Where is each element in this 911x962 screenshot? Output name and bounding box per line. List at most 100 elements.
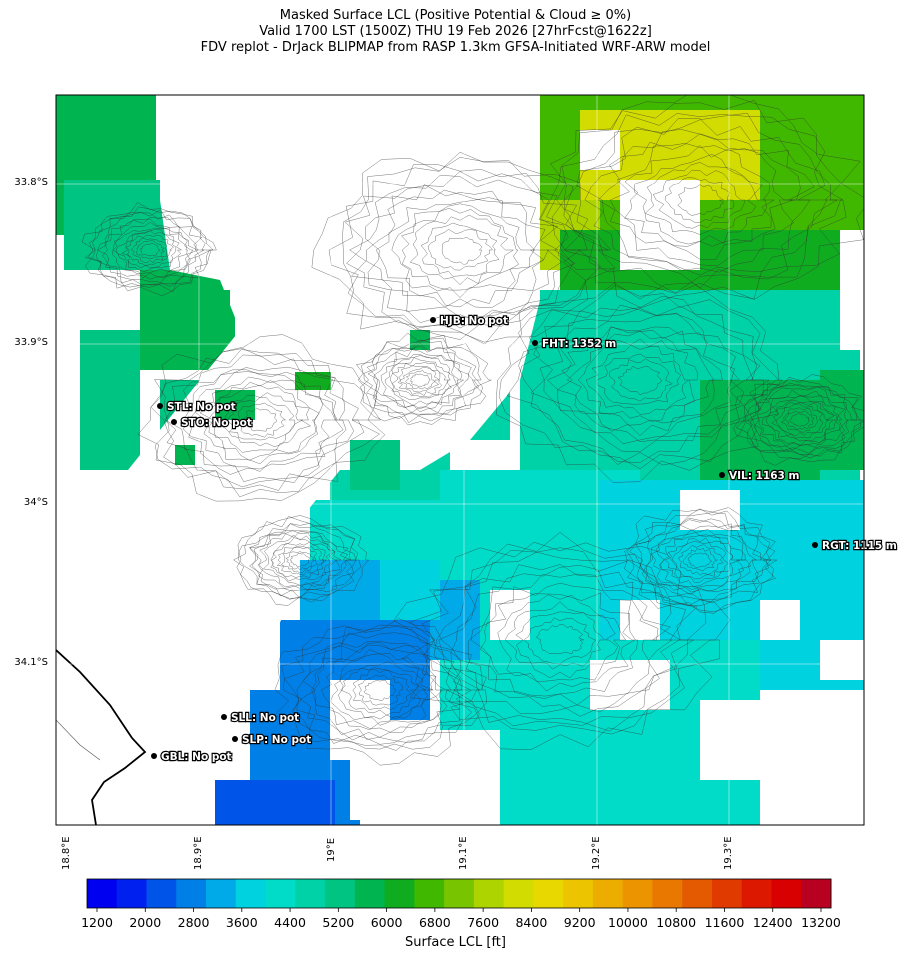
contour-line (467, 573, 659, 706)
contour-line (641, 517, 762, 600)
masked-cell-4 (490, 590, 530, 640)
contour-line (540, 95, 864, 309)
contour-line (405, 370, 435, 390)
contour-line (450, 565, 673, 717)
contour-line (577, 338, 698, 422)
contour-line (742, 382, 862, 459)
colorbar-swatch-12 (444, 879, 475, 908)
masked-cell-7 (590, 660, 670, 710)
colorbar-swatch-21 (711, 879, 743, 908)
contour-line (126, 234, 174, 267)
station-label-hjb: HJB: No pot (440, 315, 508, 327)
colorbar-tick-label: 6000 (370, 915, 403, 930)
colorbar-tick-label: 9200 (563, 915, 596, 930)
colorbar-swatch-8 (325, 879, 356, 908)
lat-label-33-8: 33.8°S (14, 177, 48, 188)
station-dot-sto (171, 419, 177, 425)
station-dot-rgt (812, 542, 818, 548)
contour-line (496, 282, 783, 483)
lat-label-34-1: 34.1°S (14, 657, 48, 668)
contour-line (530, 304, 754, 453)
station-label-slp: SLP: No pot (242, 734, 311, 746)
station-dot-hjb (430, 317, 436, 323)
contour-line (441, 237, 483, 266)
contour-line (626, 508, 776, 614)
colorbar-swatch-15 (533, 879, 564, 908)
colorbar-swatch-23 (771, 879, 802, 908)
contour-line (115, 229, 183, 272)
contour-line (88, 209, 211, 288)
contour-line (183, 369, 344, 475)
colorbar-tick-label: 11600 (704, 915, 745, 930)
contour-line (150, 349, 365, 491)
contour-line (771, 402, 830, 439)
colorbar-tick-label: 3600 (225, 915, 258, 930)
contour-line (285, 551, 316, 571)
contour-line (660, 534, 741, 587)
station-dot-gbl (151, 753, 157, 759)
lcl-patch-4 (295, 372, 331, 390)
contour-line (539, 313, 745, 445)
contour-line (652, 169, 746, 229)
colorbar-swatch-24 (801, 879, 832, 908)
contour-line (311, 644, 444, 733)
contour-line (344, 171, 588, 327)
contour-line (518, 306, 764, 463)
chart-title-line-2: Valid 1700 LST (1500Z) THU 19 Feb 2026 [… (259, 24, 652, 39)
contour-line (761, 395, 839, 447)
contour-line (136, 240, 165, 259)
contour-line (97, 217, 201, 286)
masked-cell-11 (760, 600, 800, 640)
map-frame (55, 94, 865, 826)
contour-line (776, 403, 824, 437)
contour-line (227, 396, 296, 441)
coastline-layer (56, 649, 147, 825)
contour-line (576, 118, 828, 276)
contour-line (746, 384, 858, 455)
contour-line (635, 518, 769, 607)
colorbar-tick-label: 2000 (129, 915, 162, 930)
contour-line (624, 507, 778, 613)
contour-line (363, 679, 397, 701)
contour-line (733, 374, 864, 466)
no-potential-region (56, 95, 540, 800)
contour-line (624, 145, 776, 247)
contour-line (139, 243, 161, 257)
chart-title-line-1: Masked Surface LCL (Positive Potential &… (279, 8, 632, 23)
contour-line (535, 623, 584, 654)
contour-line (789, 413, 811, 428)
contour-line (596, 353, 682, 405)
lat-label-34-0: 34°S (23, 497, 48, 508)
contour-line (754, 389, 846, 451)
colorbar-tick-label: 10000 (608, 915, 648, 930)
colorbar-swatch-14 (503, 879, 534, 908)
contour-line (391, 203, 535, 298)
masked-cell-1 (580, 130, 620, 170)
contour-line (365, 184, 563, 318)
contour-line (556, 326, 723, 436)
masked-cell-0 (620, 180, 700, 270)
contour-line (112, 227, 188, 274)
contour-line (355, 337, 484, 424)
contour-line (271, 541, 328, 579)
contour-line (597, 133, 801, 267)
contour-line (195, 376, 323, 465)
contour-line (785, 410, 815, 430)
contour-line (735, 377, 864, 460)
masked-cell-13 (350, 740, 380, 820)
contour-line (375, 197, 545, 308)
contour-line (515, 611, 605, 670)
contour-line (249, 530, 351, 592)
contour-line (121, 230, 177, 269)
contour-line (276, 545, 325, 575)
contour-line (236, 515, 370, 606)
graticule (56, 95, 864, 825)
station-markers: HJB: No pot FHT: 1352 m STL: No pot STO: No… (151, 314, 898, 764)
contour-line (749, 386, 849, 454)
contour-line (340, 667, 419, 716)
colorbar-swatch-11 (414, 879, 445, 908)
contour-line (566, 330, 715, 426)
contour-line (218, 392, 303, 447)
contour-line (338, 661, 427, 720)
